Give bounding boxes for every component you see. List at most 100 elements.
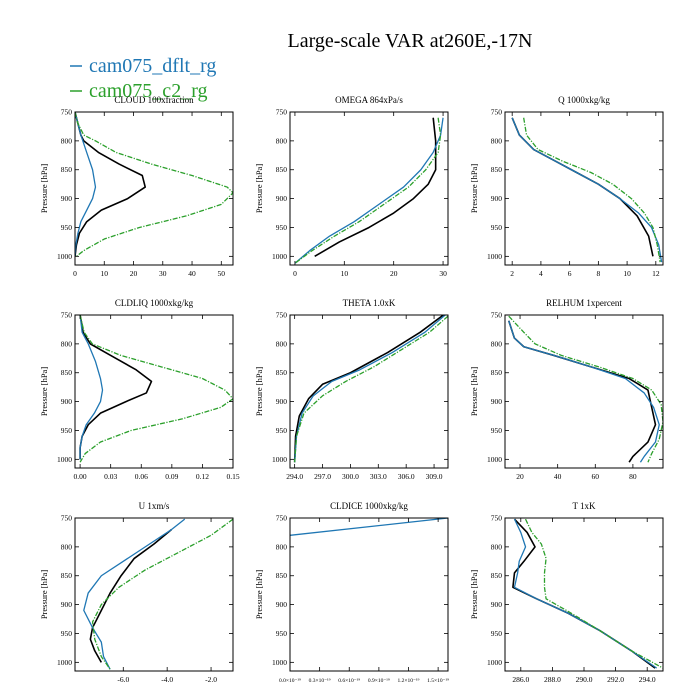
- y-tick-label: 750: [276, 514, 288, 523]
- y-tick-label: 900: [491, 194, 503, 203]
- series-line-c2: [91, 518, 233, 670]
- series-line-dflt: [79, 315, 104, 460]
- y-tick-label: 850: [276, 571, 288, 580]
- y-tick-label: 1000: [272, 252, 287, 261]
- panel-4: THETA 1.0xK Pressure [hPa] 750 800 850 900 950…: [254, 298, 449, 481]
- panel-0: CLOUD 100xfraction Pressure [hPa] 750 800 85…: [39, 95, 234, 278]
- y-tick-label: 950: [61, 426, 73, 435]
- y-tick-label: 800: [276, 542, 288, 551]
- y-tick-label: 1000: [487, 252, 502, 261]
- y-tick-label: 950: [276, 629, 288, 638]
- panel-1: OMEGA 864xPa/s Pressure [hPa] 750 800 850 900…: [254, 95, 449, 278]
- series-line-dflt: [513, 518, 658, 669]
- x-tick-label: 0.09: [165, 472, 178, 481]
- x-tick-label: 0.03: [104, 472, 117, 481]
- x-tick-label: 300.0: [342, 472, 359, 481]
- y-tick-label: 850: [491, 368, 503, 377]
- plot-frame: [504, 314, 664, 469]
- panel-3: CLDLIQ 1000xkg/kg Pressure [hPa] 750 800 850…: [39, 298, 240, 481]
- x-tick-label: 0.9×10⁻¹⁹: [368, 678, 390, 684]
- plot-frame: [289, 111, 449, 266]
- x-tick-label: 0.00: [74, 472, 87, 481]
- y-tick-label: 950: [276, 223, 288, 232]
- y-tick-label: 850: [61, 571, 73, 580]
- x-tick-label: 0: [73, 269, 77, 278]
- series-line-c2: [524, 518, 663, 669]
- x-tick-label: 40: [188, 269, 196, 278]
- x-tick-label: 10: [341, 269, 349, 278]
- x-tick-label: 0: [293, 269, 297, 278]
- panel-title: CLDICE 1000xkg/kg: [330, 501, 408, 511]
- x-tick-label: 50: [218, 269, 226, 278]
- y-tick-label: 800: [61, 542, 73, 551]
- y-axis-label: Pressure [hPa]: [469, 570, 479, 620]
- series-line-c2: [79, 315, 233, 463]
- panel-title: RELHUM 1xpercent: [546, 298, 622, 308]
- panel-title: U 1xm/s: [139, 501, 170, 511]
- y-tick-label: 950: [61, 629, 73, 638]
- y-tick-label: 750: [276, 311, 288, 320]
- series-line-c2: [75, 112, 233, 257]
- y-tick-label: 950: [491, 223, 503, 232]
- y-tick-label: 900: [491, 397, 503, 406]
- x-tick-label: 297.0: [314, 472, 331, 481]
- series-line-c2: [294, 117, 442, 264]
- x-tick-label: 20: [390, 269, 398, 278]
- series-line-dflt: [290, 518, 448, 536]
- y-tick-label: 750: [491, 514, 503, 523]
- series-line-obs: [512, 518, 656, 669]
- legend: cam075_dflt_rg cam075_c2_rg: [70, 55, 216, 102]
- figure-title: Large-scale VAR at260E,-17N: [288, 30, 533, 52]
- x-tick-label: 294.0: [639, 675, 656, 684]
- x-tick-label: 10: [101, 269, 109, 278]
- legend-label-c2: cam075_c2_rg: [89, 80, 208, 102]
- series-line-obs: [293, 315, 444, 463]
- y-tick-label: 850: [491, 571, 503, 580]
- x-tick-label: 12: [652, 269, 660, 278]
- x-tick-label: 0.3×10⁻¹⁹: [309, 678, 331, 684]
- legend-label-dflt: cam075_dflt_rg: [89, 55, 216, 77]
- y-tick-label: 900: [276, 194, 288, 203]
- y-axis-label: Pressure [hPa]: [254, 367, 264, 417]
- y-tick-label: 850: [276, 165, 288, 174]
- plot-frame: [504, 111, 664, 266]
- panel-title: CLDLIQ 1000xkg/kg: [115, 298, 194, 308]
- x-tick-label: 40: [554, 472, 562, 481]
- x-tick-label: 80: [629, 472, 637, 481]
- y-axis-label: Pressure [hPa]: [254, 164, 264, 214]
- x-tick-label: 6: [568, 269, 572, 278]
- series-line-obs: [314, 117, 437, 258]
- y-tick-label: 800: [61, 339, 73, 348]
- x-tick-label: 286.0: [512, 675, 529, 684]
- y-tick-label: 750: [491, 108, 503, 117]
- x-tick-label: 30: [159, 269, 167, 278]
- x-tick-label: 30: [439, 269, 447, 278]
- x-tick-label: 292.0: [607, 675, 624, 684]
- series-line-c2: [294, 315, 448, 463]
- series-line-obs: [511, 117, 654, 257]
- plot-frame: [289, 517, 449, 672]
- panel-6: U 1xm/s Pressure [hPa] 750 800 850 900 950 1000…: [39, 501, 234, 684]
- y-tick-label: 800: [61, 136, 73, 145]
- x-tick-label: 10: [623, 269, 631, 278]
- panel-title: CLOUD 100xfraction: [114, 95, 194, 105]
- y-tick-label: 950: [491, 629, 503, 638]
- y-tick-label: 750: [61, 311, 73, 320]
- x-tick-label: 309.0: [426, 472, 443, 481]
- y-tick-label: 1000: [487, 455, 502, 464]
- x-tick-label: 1.5×10⁻¹⁹: [427, 678, 449, 684]
- y-axis-label: Pressure [hPa]: [39, 164, 49, 214]
- x-tick-label: 8: [596, 269, 600, 278]
- y-axis-label: Pressure [hPa]: [469, 164, 479, 214]
- y-tick-label: 900: [491, 600, 503, 609]
- series-line-dflt: [508, 320, 660, 463]
- panel-title: OMEGA 864xPa/s: [335, 95, 403, 105]
- y-tick-label: 800: [491, 339, 503, 348]
- y-tick-label: 750: [491, 311, 503, 320]
- plot-frame: [74, 111, 234, 266]
- x-tick-label: 2: [510, 269, 514, 278]
- panel-title: THETA 1.0xK: [343, 298, 396, 308]
- y-tick-label: 850: [491, 165, 503, 174]
